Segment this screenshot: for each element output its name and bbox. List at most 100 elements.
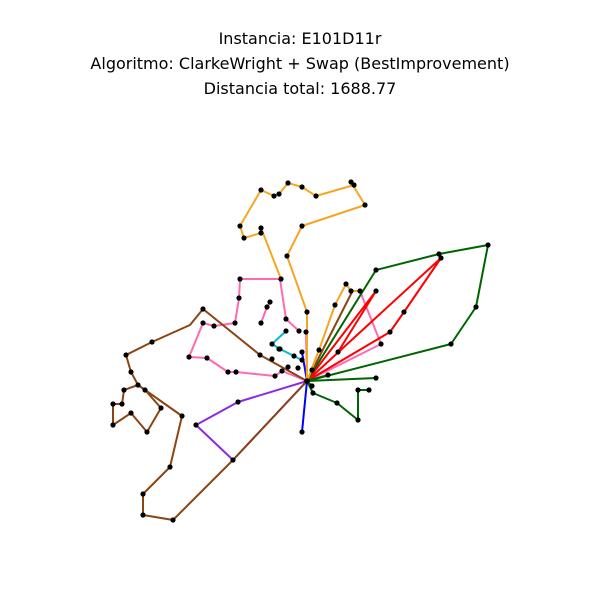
customer-node	[355, 387, 361, 393]
figure-title-instance: Instancia: E101D11r	[218, 29, 382, 48]
customer-node	[110, 422, 116, 428]
customer-node	[316, 347, 322, 353]
customer-node	[295, 365, 301, 371]
customer-node	[200, 306, 206, 312]
customer-node	[366, 387, 372, 393]
customer-node	[128, 369, 134, 375]
customer-node	[283, 328, 289, 334]
route-path-19	[306, 374, 329, 382]
customer-node	[193, 422, 199, 428]
customer-node	[144, 429, 150, 435]
customer-node	[378, 341, 384, 347]
customer-node	[284, 253, 290, 259]
customer-node	[230, 457, 236, 463]
customer-node	[200, 320, 206, 326]
customer-node	[309, 367, 315, 373]
customer-node	[299, 349, 305, 355]
customer-node	[373, 267, 379, 273]
route-path-13	[195, 380, 308, 461]
customer-node	[291, 353, 297, 359]
customer-node	[309, 383, 315, 389]
customer-node	[325, 372, 331, 378]
customer-node	[241, 235, 247, 241]
customer-node	[485, 242, 491, 248]
route-path-14	[112, 308, 308, 521]
customer-node	[299, 223, 305, 229]
customer-node	[119, 401, 125, 407]
customer-node	[310, 390, 316, 396]
customer-node	[121, 387, 127, 393]
customer-node	[283, 316, 289, 322]
customer-node	[362, 202, 368, 208]
customer-node	[158, 405, 164, 411]
customer-node	[264, 304, 270, 310]
customer-node	[279, 368, 285, 374]
customer-node	[355, 417, 361, 423]
customer-node	[272, 373, 278, 379]
customer-node	[237, 276, 243, 282]
customer-node	[258, 230, 264, 236]
nodes-layer	[110, 179, 491, 523]
customer-node	[258, 187, 264, 193]
customer-node	[123, 352, 129, 358]
route-path-1	[239, 181, 366, 313]
customer-node	[167, 464, 173, 470]
route-path-2	[334, 283, 361, 306]
customer-node	[237, 223, 243, 229]
customer-node	[257, 352, 263, 358]
route-path-11	[306, 377, 377, 382]
customer-node	[135, 382, 141, 388]
customer-node	[271, 193, 277, 199]
customer-node	[313, 193, 319, 199]
customer-node	[211, 323, 217, 329]
customer-node	[285, 364, 291, 370]
customer-node	[233, 369, 239, 375]
customer-node	[267, 299, 273, 305]
customer-node	[448, 341, 454, 347]
customer-node	[436, 251, 442, 257]
customer-node	[401, 309, 407, 315]
customer-node	[334, 400, 340, 406]
customer-node	[179, 413, 185, 419]
customer-node	[235, 399, 241, 405]
customer-node	[269, 341, 275, 347]
customer-node	[387, 329, 393, 335]
customer-node	[285, 180, 291, 186]
customer-node	[128, 410, 134, 416]
customer-node	[473, 304, 479, 310]
customer-node	[186, 354, 192, 360]
route-path-9	[306, 257, 442, 382]
customer-node	[149, 339, 155, 345]
customer-node	[258, 320, 264, 326]
customer-node	[170, 517, 176, 523]
customer-node	[351, 182, 357, 188]
route-path-12	[306, 380, 370, 421]
figure-title-distance: Distancia total: 1688.77	[203, 79, 397, 98]
customer-node	[357, 288, 363, 294]
customer-node	[236, 295, 242, 301]
customer-node	[303, 329, 309, 335]
route-path-15	[306, 291, 353, 382]
customer-node	[343, 281, 349, 287]
figure-title-algorithm: Algoritmo: ClarkeWright + Swap (BestImpr…	[90, 54, 510, 73]
customer-node	[373, 288, 379, 294]
route-path-10	[306, 244, 489, 382]
customer-node	[232, 320, 238, 326]
customer-node	[278, 276, 284, 282]
customer-node	[348, 288, 354, 294]
customer-node	[258, 225, 264, 231]
customer-node	[204, 355, 210, 361]
customer-node	[304, 309, 310, 315]
customer-node	[438, 255, 444, 261]
customer-node	[140, 512, 146, 518]
customer-node	[299, 429, 305, 435]
customer-node	[140, 491, 146, 497]
customer-node	[142, 387, 148, 393]
customer-node	[332, 302, 338, 308]
depot-node	[304, 378, 310, 384]
customer-node	[276, 191, 282, 197]
customer-node	[335, 349, 341, 355]
customer-node	[276, 346, 282, 352]
